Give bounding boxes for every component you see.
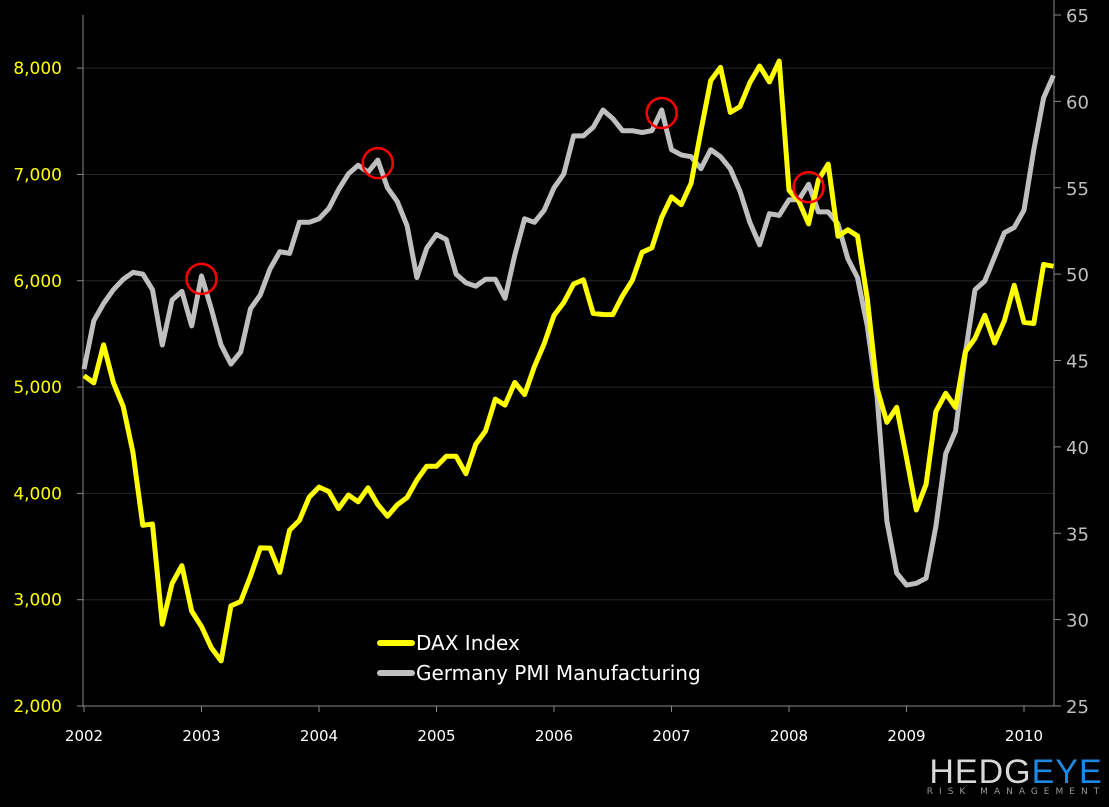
highlight-circle <box>645 96 678 130</box>
right-tick-label: 50 <box>1066 265 1089 286</box>
right-tick-label: 25 <box>1066 697 1089 718</box>
x-tick-label: 2009 <box>887 727 925 745</box>
left-tick-label: 8,000 <box>13 59 62 79</box>
x-tick-label: 2008 <box>770 727 808 745</box>
x-tick-label: 2003 <box>182 727 220 745</box>
x-tick-label: 2005 <box>417 727 455 745</box>
right-tick-label: 60 <box>1066 92 1089 113</box>
right-tick-label: 65 <box>1066 6 1089 27</box>
right-tick-label: 40 <box>1066 438 1089 459</box>
dax-index-line <box>82 58 1054 664</box>
x-tick-label: 2002 <box>65 727 103 745</box>
right-tick-label: 55 <box>1066 179 1089 200</box>
left-tick-label: 3,000 <box>13 591 62 611</box>
highlight-circle <box>185 262 218 296</box>
x-tick-label: 2007 <box>652 727 690 745</box>
logo-text-white: HEDG <box>929 753 1032 791</box>
x-tick-label: 2006 <box>535 727 573 745</box>
legend-label-dax: DAX Index <box>416 631 520 655</box>
left-tick-label: 6,000 <box>13 272 62 292</box>
highlight-circle <box>361 146 394 180</box>
logo-tagline: RISK MANAGEMENT <box>926 787 1106 797</box>
pmi-line <box>81 74 1056 588</box>
right-tick-label: 45 <box>1066 352 1089 373</box>
legend-label-pmi: Germany PMI Manufacturing <box>416 661 701 685</box>
left-tick-label: 2,000 <box>13 697 62 717</box>
x-tick-label: 2004 <box>300 727 338 745</box>
x-tick-label: 2010 <box>1005 727 1043 745</box>
legend: DAX Index Germany PMI Manufacturing <box>377 631 701 685</box>
right-tick-label: 30 <box>1066 611 1089 632</box>
left-tick-label: 7,000 <box>13 165 62 185</box>
left-tick-label: 4,000 <box>13 484 62 504</box>
logo-text-blue: EYE <box>1031 753 1103 791</box>
hedgeye-logo: HEDGEYE RISK MANAGEMENT <box>926 755 1106 797</box>
left-tick-label: 5,000 <box>13 378 62 398</box>
highlight-circle <box>792 171 825 204</box>
right-tick-label: 35 <box>1066 524 1089 545</box>
